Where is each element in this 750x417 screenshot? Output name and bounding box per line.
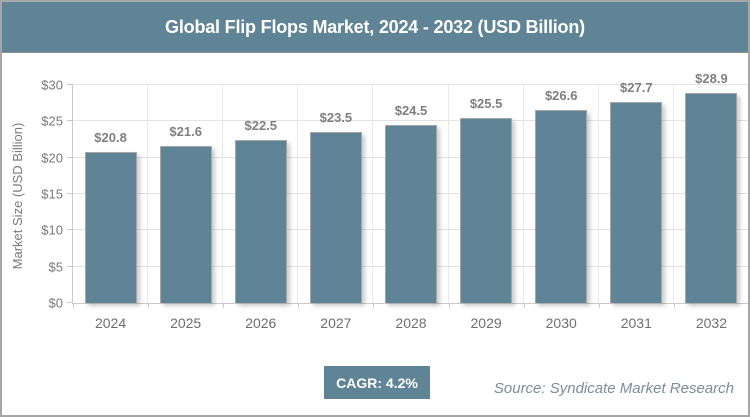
bar-value-label: $20.8 xyxy=(94,129,127,145)
x-tick-mark xyxy=(673,303,675,308)
v-gridline xyxy=(372,85,374,303)
bar-value-label: $25.5 xyxy=(469,95,503,111)
bar xyxy=(610,101,663,303)
bar xyxy=(685,93,738,303)
v-gridline xyxy=(672,85,674,303)
bar xyxy=(535,109,588,303)
y-tick-label: $20 xyxy=(41,150,63,166)
y-tick-label: $5 xyxy=(48,259,63,275)
h-gridline xyxy=(73,84,748,85)
y-tick-label: $30 xyxy=(41,77,63,93)
bar-value-label: $21.6 xyxy=(169,124,202,140)
bar xyxy=(460,117,513,303)
x-tick-mark xyxy=(598,303,600,308)
v-gridline xyxy=(147,85,149,303)
v-gridline xyxy=(522,85,524,303)
x-tick-label: 2024 xyxy=(94,315,127,331)
v-gridline xyxy=(297,85,299,303)
cagr-badge: CAGR: 4.2% xyxy=(324,366,430,399)
x-tick-mark xyxy=(373,303,375,308)
x-tick-label: 2025 xyxy=(170,315,202,331)
x-tick-mark xyxy=(73,303,74,308)
x-tick-label: 2032 xyxy=(695,315,727,331)
y-axis-title: Market Size (USD Billion) xyxy=(10,122,25,270)
y-tick-mark xyxy=(67,156,73,158)
plot-area: $0 $5 $10 $15 $20 $25 $30 $20.8 2024 $21.6 2025 $22… xyxy=(41,71,749,331)
x-tick-label: 2031 xyxy=(620,315,652,331)
bar xyxy=(309,132,362,303)
v-gridline xyxy=(748,85,749,303)
x-tick-label: 2027 xyxy=(320,315,352,331)
bar-value-label: $24.5 xyxy=(394,102,428,118)
v-gridline xyxy=(597,85,599,303)
y-tick-mark xyxy=(67,84,73,85)
source-note: Source: Syndicate Market Research xyxy=(493,380,734,397)
y-tick-mark xyxy=(67,265,73,267)
bar xyxy=(84,151,137,303)
v-gridline xyxy=(222,85,224,303)
y-tick-label: $25 xyxy=(41,113,63,129)
v-gridline xyxy=(447,85,449,303)
y-tick-mark xyxy=(67,302,73,303)
bar-value-label: $27.7 xyxy=(620,79,653,95)
x-tick-label: 2026 xyxy=(245,315,277,331)
y-tick-label: $0 xyxy=(48,295,63,311)
x-tick-mark xyxy=(298,303,300,308)
y-tick-mark xyxy=(67,193,73,194)
y-tick-mark xyxy=(67,229,73,231)
bar xyxy=(385,124,437,303)
y-tick-label: $15 xyxy=(41,186,63,202)
x-tick-mark xyxy=(148,303,150,308)
y-tick-mark xyxy=(67,120,73,122)
bar xyxy=(159,146,212,303)
bar xyxy=(234,139,287,303)
chart-title-bar: Global Flip Flops Market, 2024 - 2032 (U… xyxy=(2,2,748,53)
bar-value-label: $28.9 xyxy=(695,71,728,86)
x-tick-mark xyxy=(223,303,225,308)
bar-value-label: $22.5 xyxy=(244,117,278,133)
x-tick-mark xyxy=(448,303,450,308)
x-tick-label: 2029 xyxy=(470,315,502,331)
bar-value-label: $26.6 xyxy=(544,87,578,103)
y-tick-label: $10 xyxy=(41,222,63,238)
bar-value-label: $23.5 xyxy=(319,110,353,126)
x-tick-mark xyxy=(523,303,525,308)
x-tick-label: 2028 xyxy=(395,315,427,331)
h-gridline xyxy=(73,120,748,122)
chart-title: Global Flip Flops Market, 2024 - 2032 (U… xyxy=(165,16,585,37)
x-tick-label: 2030 xyxy=(545,315,577,331)
